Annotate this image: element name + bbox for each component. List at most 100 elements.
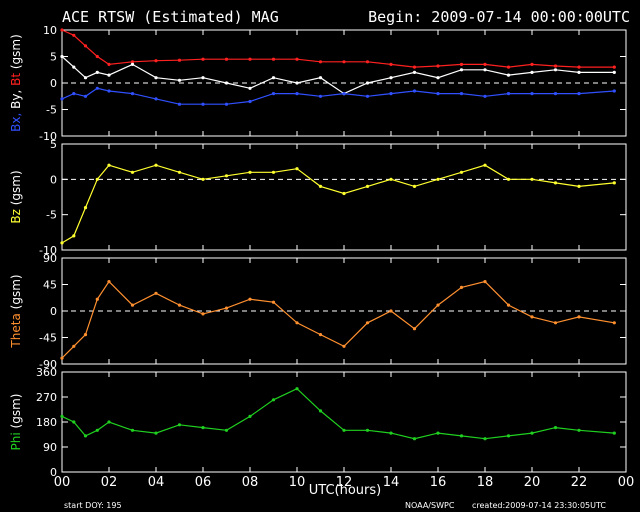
series-bz-point (177, 170, 182, 174)
series-theta-point (154, 291, 158, 295)
series-phi-point (483, 437, 487, 441)
series-phi-point (177, 423, 182, 427)
series-bt-point (553, 64, 558, 68)
series-bz-point (201, 177, 205, 181)
series-bx-point (154, 97, 158, 101)
series-by-point (154, 76, 158, 80)
y-axis-label-part: Bx, (9, 113, 23, 132)
series-theta-point (553, 321, 558, 325)
series-bt-point (248, 57, 252, 61)
series-bt-point (271, 57, 276, 61)
y-tick-label: 270 (36, 391, 57, 404)
start-doy: start DOY: 195 (64, 501, 122, 510)
series-phi-line (61, 387, 615, 440)
series-by-line (61, 56, 615, 95)
series-bz-point (224, 174, 229, 178)
series-phi-point (436, 431, 440, 435)
series-bt-point (436, 64, 440, 68)
series-bz-point (342, 191, 346, 196)
series-theta-point (577, 315, 581, 319)
series-by-point (295, 81, 299, 85)
series-bt-point (612, 65, 616, 69)
series-bx-point (389, 92, 393, 96)
series-bz-point (130, 170, 135, 174)
series-bt-point (130, 60, 135, 64)
series-phi-point (577, 428, 581, 432)
series-bt-point (95, 54, 99, 59)
series-theta-point (530, 315, 534, 319)
series-by-point (130, 62, 135, 66)
series-bz-point (459, 170, 464, 174)
series-phi-point (271, 398, 276, 402)
series-bx-point (72, 92, 76, 96)
series-phi-point (389, 431, 393, 435)
series-theta-point (342, 344, 346, 348)
panel-1: -10 -5 0 5 10 Bx, By, Bt (gsm) (9, 24, 627, 143)
series-bz-point (530, 177, 534, 181)
series-by-point (177, 78, 182, 82)
x-tick-label: 00 (618, 475, 635, 490)
series-by-point (553, 68, 558, 72)
y-axis-label-part: Theta (9, 313, 23, 348)
series-bt-point (318, 60, 323, 64)
series-theta-point (107, 280, 111, 284)
series-bx-point (436, 92, 440, 96)
y-tick-label: -45 (39, 332, 57, 345)
series-phi-point (530, 431, 534, 435)
y-tick-label: -10 (39, 130, 57, 143)
series-theta-line (61, 280, 615, 359)
series-theta-point (612, 321, 616, 325)
series-theta-point (130, 303, 135, 307)
series-bx-point (365, 94, 370, 98)
x-tick-label: 14 (383, 475, 400, 490)
series-bt-point (342, 60, 346, 64)
series-phi-point (130, 428, 135, 432)
series-bz-point (577, 184, 581, 188)
series-bt-point (530, 62, 534, 66)
y-axis-label-part: By, (9, 90, 23, 113)
series-phi-point (318, 409, 323, 413)
series-phi-point (107, 420, 111, 424)
series-by-point (107, 73, 111, 77)
series-by-point (365, 81, 370, 85)
x-tick-label: 12 (336, 475, 353, 490)
y-axis-label: Bx, By, Bt (gsm) (9, 34, 23, 132)
series-bx-line (61, 87, 615, 105)
series-bt-point (60, 28, 64, 32)
series-phi-point (506, 434, 511, 438)
series-bz-point (553, 181, 558, 185)
y-tick-label: -10 (39, 244, 57, 257)
series-bx-point (177, 102, 182, 106)
x-axis-label: UTC(hours) (309, 483, 381, 498)
series-by-point (271, 76, 276, 80)
series-bt-point (295, 57, 299, 61)
series-by-point (95, 70, 99, 74)
x-tick-label: 20 (524, 475, 541, 490)
series-bz-point (318, 184, 323, 188)
series-bt-point (224, 57, 229, 61)
series-bt-point (83, 44, 88, 48)
series-bt-point (72, 33, 76, 37)
series-theta-point (177, 303, 182, 307)
series-phi-point (60, 414, 64, 418)
series-bz-point (506, 177, 511, 181)
x-tick-label: 00 (54, 475, 71, 490)
plot-title: ACE RTSW (Estimated) MAG (62, 8, 279, 26)
series-bx-point (530, 92, 534, 96)
series-theta-point (412, 327, 417, 331)
series-theta-point (483, 280, 487, 284)
series-bt-line (61, 29, 615, 68)
series-phi-point (459, 434, 464, 438)
series-by-point (83, 76, 88, 80)
y-tick-label: -5 (46, 104, 57, 117)
series-bz-point (107, 163, 111, 167)
series-bz-line (61, 164, 615, 244)
y-tick-label: 180 (36, 416, 57, 429)
y-tick-label: 0 (50, 77, 57, 90)
series-bz-point (483, 163, 487, 167)
series-bz-point (271, 170, 276, 174)
series-by-point (459, 68, 464, 72)
x-tick-label: 10 (289, 475, 306, 490)
series-bt-point (154, 59, 158, 63)
series-bt-point (107, 62, 111, 66)
